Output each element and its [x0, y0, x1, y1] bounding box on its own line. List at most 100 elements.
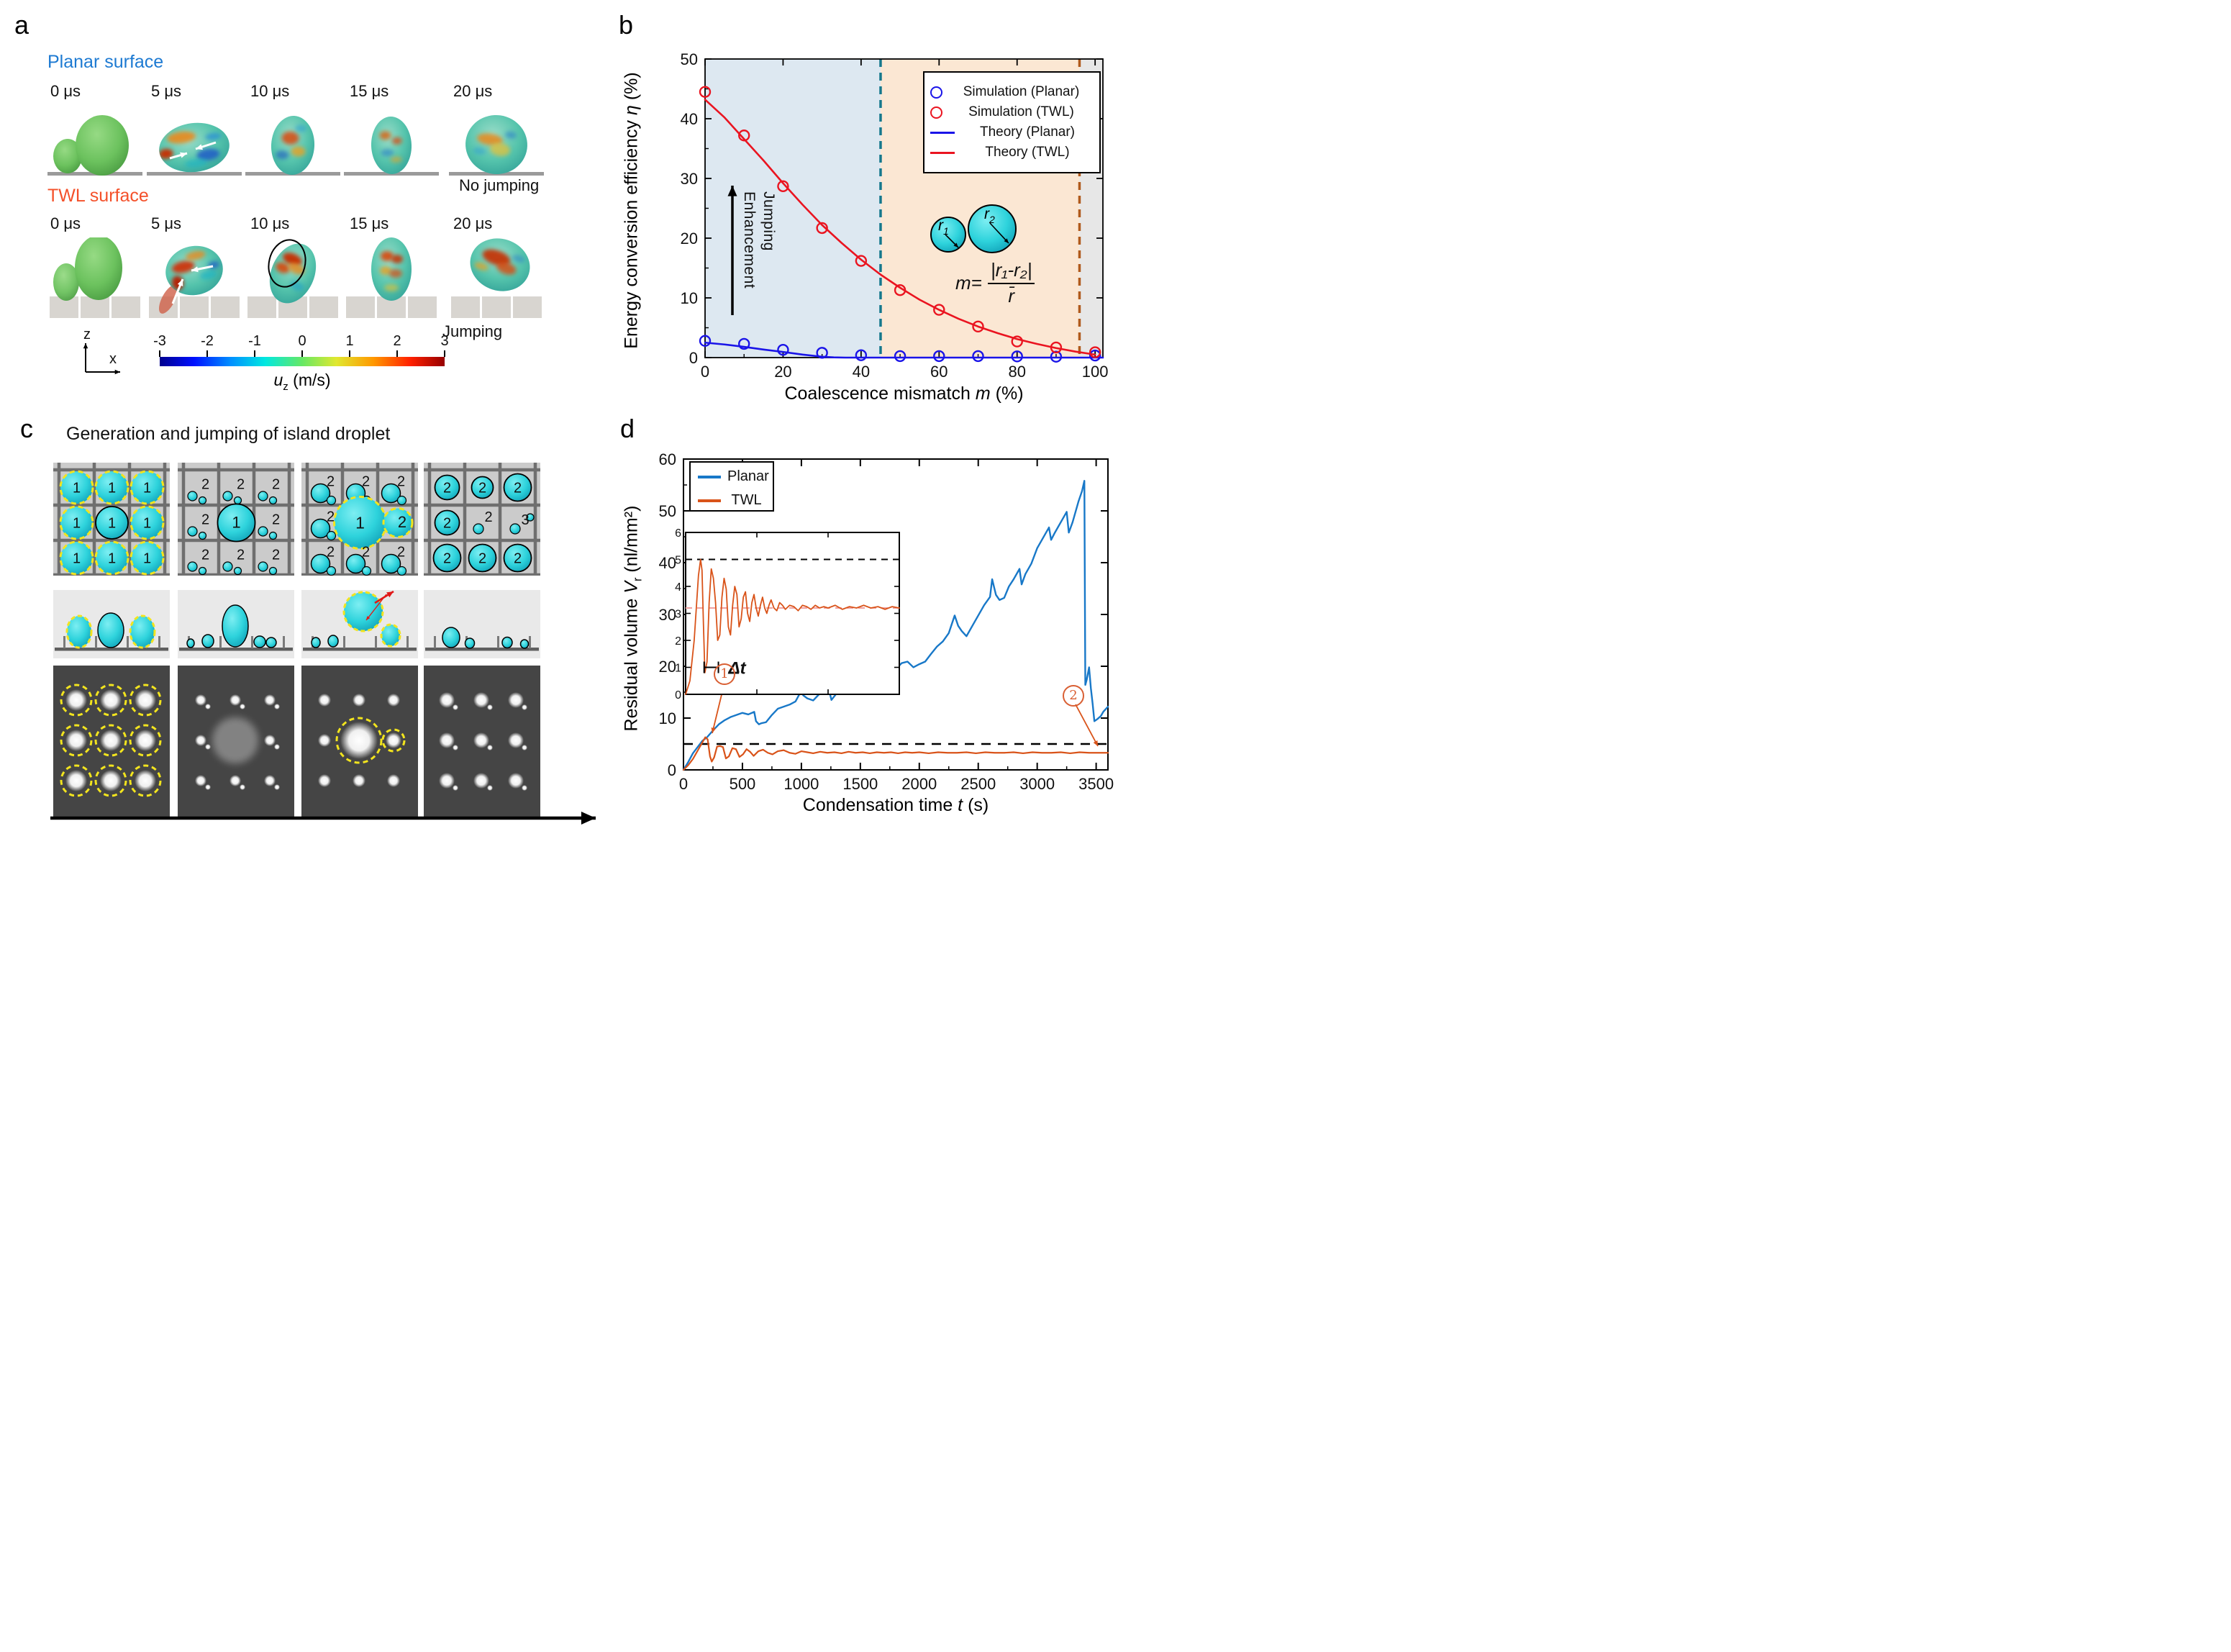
- svg-text:0: 0: [679, 775, 688, 793]
- jumping-label: Jumping: [442, 322, 503, 340]
- svg-text:2: 2: [327, 474, 335, 490]
- time-label-planar: 15 μs: [350, 82, 389, 100]
- svg-text:50: 50: [681, 50, 698, 68]
- b-legend-theory-planar: Theory (Planar): [930, 124, 1094, 140]
- svg-text:1: 1: [675, 663, 681, 675]
- svg-text:2: 2: [478, 551, 486, 567]
- svg-text:-1: -1: [248, 333, 261, 349]
- svg-text:1500: 1500: [842, 775, 878, 793]
- svg-text:2: 2: [201, 512, 209, 528]
- planar-surface-title: Planar surface: [47, 52, 164, 72]
- svg-text:1: 1: [143, 481, 151, 496]
- d-y-axis-label: Residual volume Vr (nl/mm²): [621, 505, 645, 732]
- svg-text:2: 2: [362, 474, 370, 490]
- time-label-twl: 15 μs: [350, 214, 389, 232]
- top-view-grid-3: 2 2 2 2 1 2 2 2 2: [301, 463, 418, 576]
- svg-text:2: 2: [514, 481, 522, 496]
- b-legend-sim-twl: Simulation (TWL): [930, 104, 1094, 120]
- svg-text:100: 100: [1082, 363, 1109, 381]
- microscopy-2: [178, 666, 294, 817]
- svg-text:500: 500: [730, 775, 756, 793]
- svg-text:2: 2: [443, 551, 451, 567]
- svg-text:1: 1: [355, 514, 365, 532]
- svg-text:1000: 1000: [783, 775, 819, 793]
- svg-text:3: 3: [521, 512, 529, 528]
- svg-text:1: 1: [143, 551, 151, 567]
- svg-text:0: 0: [701, 363, 709, 381]
- svg-text:40: 40: [681, 110, 698, 128]
- panel-a-letter: a: [14, 10, 29, 40]
- svg-text:0: 0: [668, 761, 676, 779]
- svg-text:2: 2: [393, 333, 401, 349]
- planar-droplet-row: [47, 114, 544, 176]
- svg-text:2500: 2500: [960, 775, 996, 793]
- time-arrow: [50, 812, 596, 825]
- coordinate-axes: zx: [83, 327, 120, 375]
- microscopy-1: [53, 666, 170, 817]
- top-view-grid-4: 2 2 2 2 2 3 2 2 2: [424, 463, 540, 576]
- svg-text:0: 0: [298, 333, 306, 349]
- top-view-grid-2: 2 2 2 2 1 2 2 2 2: [178, 463, 294, 576]
- svg-text:20: 20: [774, 363, 791, 381]
- svg-text:20: 20: [681, 230, 698, 248]
- figure-page: a Planar surface 0 μs 5 μs 10 μs 15 μs 20 μs…: [0, 0, 1115, 826]
- svg-text:60: 60: [930, 363, 948, 381]
- svg-text:10: 10: [659, 709, 676, 727]
- b-legend-sim-planar: Simulation (Planar): [930, 84, 1094, 100]
- svg-text:5: 5: [675, 555, 681, 567]
- time-labels-planar: 0 μs 5 μs 10 μs 15 μs 20 μs: [0, 82, 612, 101]
- svg-text:20: 20: [659, 658, 676, 676]
- annotation-2: 2: [1063, 685, 1084, 707]
- b-legend: Simulation (Planar) Simulation (TWL) The…: [923, 71, 1101, 173]
- time-label-planar: 20 μs: [453, 82, 493, 100]
- svg-text:0: 0: [675, 689, 681, 702]
- panel-c: c Generation and jumping of island dropl…: [0, 414, 612, 826]
- svg-text:3: 3: [675, 609, 681, 621]
- panel-d-letter: d: [620, 414, 635, 443]
- svg-text:10: 10: [681, 289, 698, 307]
- svg-text:1: 1: [345, 333, 353, 349]
- svg-text:-3: -3: [153, 333, 166, 349]
- svg-text:2000: 2000: [901, 775, 937, 793]
- svg-text:1: 1: [232, 514, 240, 532]
- time-label-planar: 10 μs: [250, 82, 290, 100]
- planar-line-marker: [698, 475, 721, 478]
- svg-text:3000: 3000: [1019, 775, 1055, 793]
- time-label-twl: 20 μs: [453, 214, 493, 232]
- svg-text:2: 2: [362, 545, 370, 560]
- svg-text:2: 2: [514, 551, 522, 567]
- svg-text:1: 1: [143, 516, 151, 532]
- twl-surface-title: TWL surface: [47, 186, 149, 206]
- svg-text:30: 30: [659, 606, 676, 624]
- side-view-2: [178, 590, 294, 658]
- svg-text:1: 1: [108, 481, 116, 496]
- time-label-twl: 5 μs: [151, 214, 182, 232]
- b-legend-theory-twl: Theory (TWL): [930, 145, 1094, 160]
- side-view-4: [424, 590, 540, 658]
- svg-text:2: 2: [272, 548, 280, 563]
- svg-text:2: 2: [675, 635, 681, 648]
- svg-text:6: 6: [675, 527, 681, 540]
- svg-text:2: 2: [201, 477, 209, 493]
- svg-text:2: 2: [397, 474, 405, 490]
- time-label-twl: 10 μs: [250, 214, 290, 232]
- d-x-axis-label: Condensation time t (s): [802, 795, 989, 815]
- annotation-1: 1: [714, 663, 735, 685]
- jumping-enhancement-annotation: Jumping Enhancement: [741, 191, 777, 289]
- red-circle-marker: [930, 106, 942, 119]
- svg-text:1: 1: [108, 516, 116, 532]
- svg-text:50: 50: [659, 502, 676, 520]
- svg-text:40: 40: [853, 363, 870, 381]
- panel-b: b 0 20 40 60 80 100 0 10 20 30 40 50 Energy convers…: [612, 0, 1115, 414]
- d-legend-twl: TWL: [698, 492, 765, 509]
- svg-text:uz (m/s): uz (m/s): [273, 371, 330, 393]
- svg-text:40: 40: [659, 554, 676, 572]
- svg-text:1: 1: [73, 551, 81, 567]
- blue-line-marker: [930, 131, 955, 134]
- mismatch-formula: m= |r₁-r₂| r̄: [955, 259, 1035, 307]
- svg-text:1: 1: [108, 551, 116, 567]
- svg-text:2: 2: [272, 477, 280, 493]
- svg-text:z: z: [83, 327, 91, 342]
- time-labels-twl: 0 μs 5 μs 10 μs 15 μs 20 μs: [0, 214, 612, 233]
